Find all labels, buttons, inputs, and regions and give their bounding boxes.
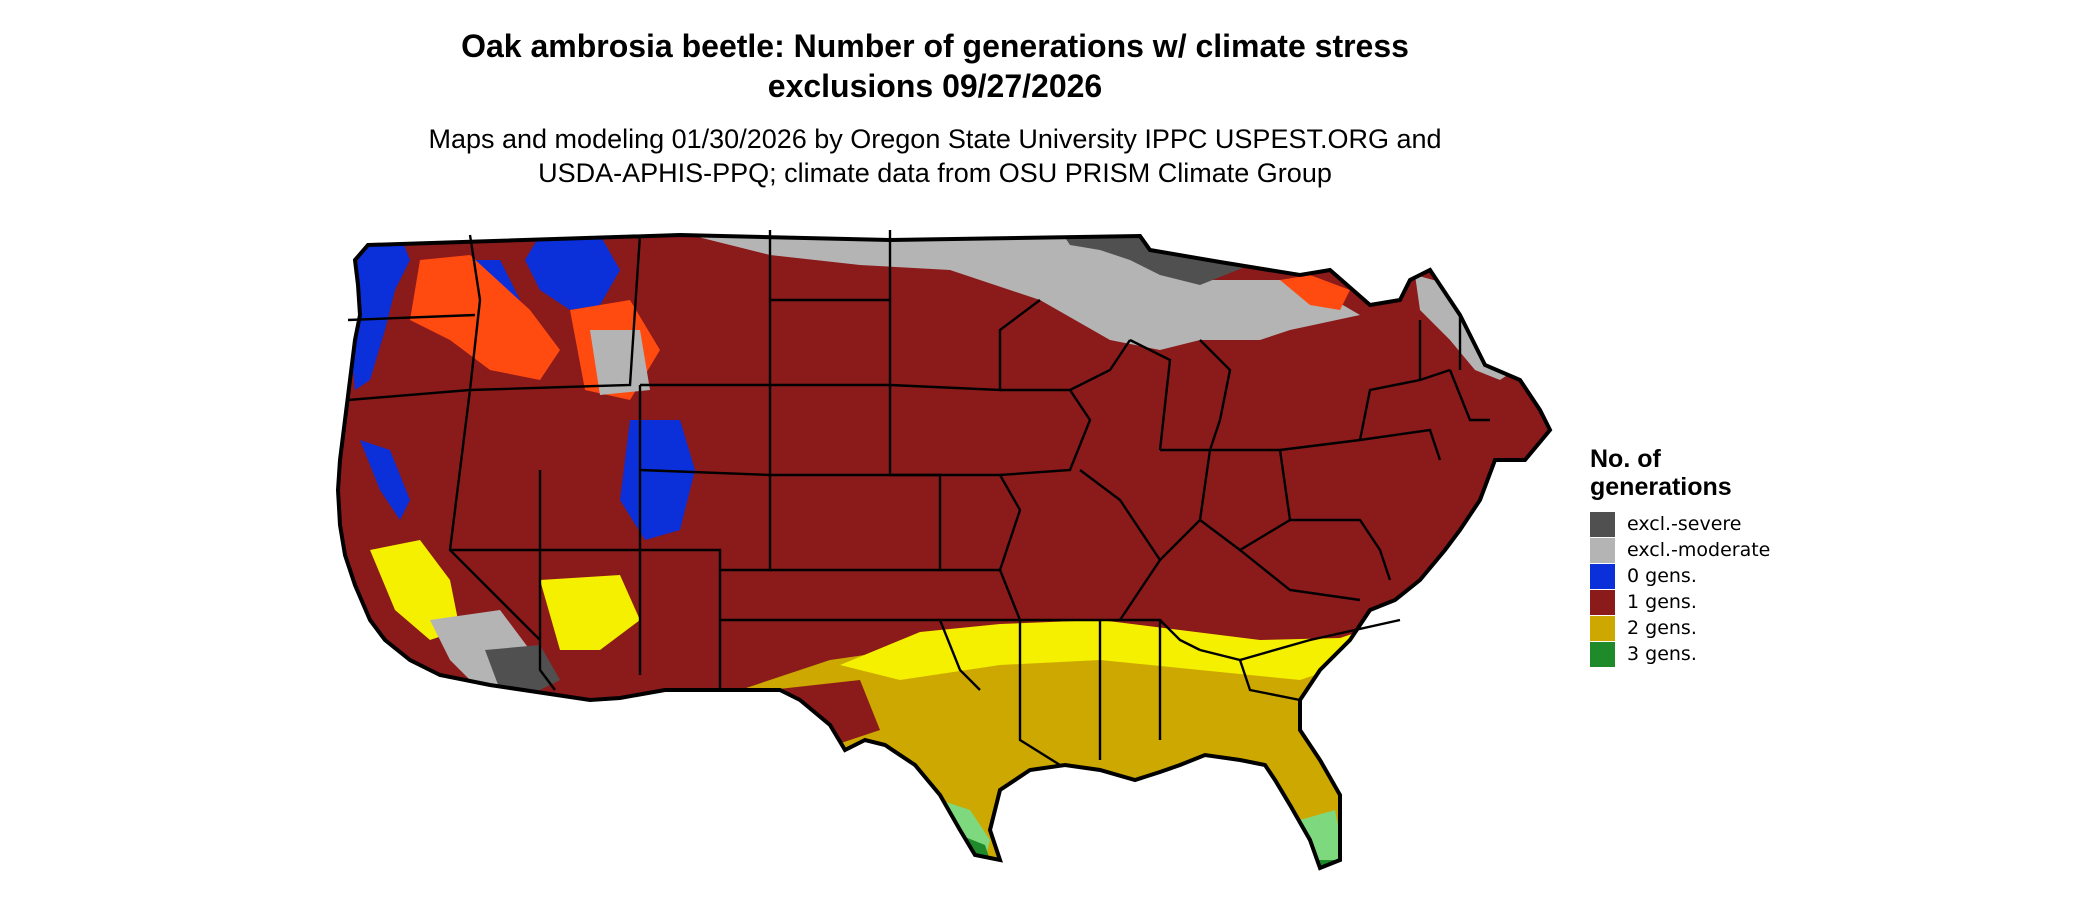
legend-title: No. of generations <box>1590 445 1732 501</box>
title-line-2: exclusions 09/27/2026 <box>767 68 1103 104</box>
legend-swatch-excl-moderate <box>1590 537 1615 563</box>
legend-label: excl.-moderate <box>1627 539 1771 561</box>
legend-label: 1 gens. <box>1627 591 1697 613</box>
region-0-gen-cascades <box>350 235 410 390</box>
region-1-gen-high-west <box>410 255 560 380</box>
region-excl-moderate-northern-plains <box>670 235 1360 350</box>
legend-item: excl.-moderate <box>1590 537 1790 563</box>
legend-item: 3 gens. <box>1590 641 1790 667</box>
legend-label: 2 gens. <box>1627 617 1697 639</box>
subtitle-line-2: USDA-APHIS-PPQ; climate data from OSU PR… <box>538 158 1332 188</box>
region-1-gen-upper-michigan <box>1280 275 1350 310</box>
map-subtitle: Maps and modeling 01/30/2026 by Oregon S… <box>0 122 1870 190</box>
state-borders <box>347 230 1490 767</box>
legend-item: excl.-severe <box>1590 511 1790 537</box>
legend-swatch-0-gens <box>1590 563 1615 589</box>
legend-list: excl.-severe excl.-moderate 0 gens. 1 ge… <box>1590 511 1790 667</box>
legend-item: 2 gens. <box>1590 615 1790 641</box>
region-2-gen-california-valley <box>370 540 460 640</box>
region-3-gen-south-florida <box>1300 810 1345 868</box>
legend-item: 1 gens. <box>1590 589 1790 615</box>
region-0-gen-northern-rockies <box>525 235 620 310</box>
us-generations-map <box>336 230 1552 870</box>
legend-label: 3 gens. <box>1627 643 1697 665</box>
legend-label: excl.-severe <box>1627 513 1742 535</box>
region-excl-moderate-wyoming-basin <box>590 330 650 395</box>
region-2-gen-arizona <box>540 575 640 650</box>
region-0-gen-sierra <box>360 440 410 520</box>
region-0-gen-colorado <box>620 420 695 540</box>
region-2-gen-transition <box>840 618 1410 680</box>
map-title: Oak ambrosia beetle: Number of generatio… <box>0 26 1870 106</box>
legend-swatch-2-gens <box>1590 615 1615 641</box>
region-excl-severe-minnesota <box>1060 235 1250 285</box>
legend-label: 0 gens. <box>1627 565 1697 587</box>
legend-item: 0 gens. <box>1590 563 1790 589</box>
region-excl-severe-arizona-desert <box>485 645 560 695</box>
map-legend: No. of generations excl.-severe excl.-mo… <box>1590 445 1790 667</box>
title-line-1: Oak ambrosia beetle: Number of generatio… <box>461 28 1409 64</box>
map-fill-regions <box>338 235 1550 868</box>
legend-swatch-excl-severe <box>1590 511 1615 537</box>
subtitle-line-1: Maps and modeling 01/30/2026 by Oregon S… <box>428 124 1442 154</box>
legend-swatch-3-gens <box>1590 641 1615 667</box>
legend-swatch-1-gens <box>1590 589 1615 615</box>
